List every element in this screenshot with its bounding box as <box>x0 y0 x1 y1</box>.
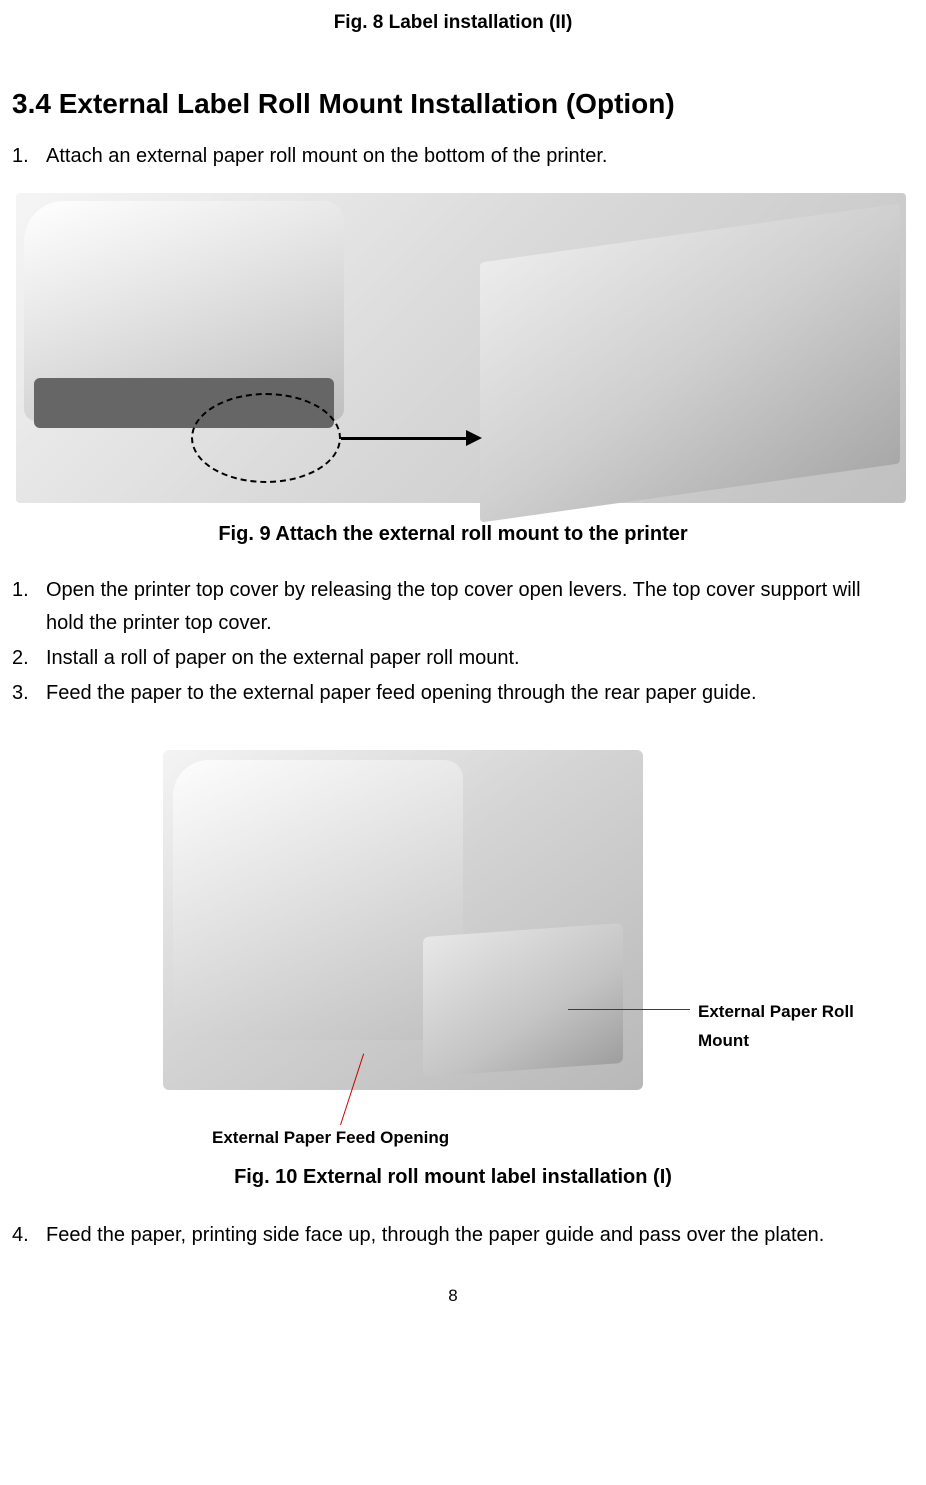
callout-external-paper-feed-opening: External Paper Feed Opening <box>212 1128 449 1148</box>
page-number: 8 <box>8 1286 898 1306</box>
list-item: 1. Open the printer top cover by releasi… <box>12 574 898 640</box>
arrow-line-icon <box>341 437 471 440</box>
list-item: 1. Attach an external paper roll mount o… <box>12 140 898 173</box>
highlight-circle-icon <box>191 393 341 483</box>
callout-line-icon <box>568 1009 690 1010</box>
step-number: 3. <box>12 677 46 710</box>
step-text: Feed the paper to the external paper fee… <box>46 677 898 710</box>
printer-icon <box>173 760 463 1040</box>
step-number: 2. <box>12 642 46 675</box>
list-item: 4. Feed the paper, printing side face up… <box>12 1219 898 1252</box>
step-number: 4. <box>12 1219 46 1252</box>
arrow-head-icon <box>466 430 482 446</box>
step-list-a: 1. Attach an external paper roll mount o… <box>12 140 898 173</box>
step-text: Attach an external paper roll mount on t… <box>46 140 898 173</box>
step-text: Feed the paper, printing side face up, t… <box>46 1219 898 1252</box>
fig9-illustration <box>16 193 906 503</box>
fig9-caption: Fig. 9 Attach the external roll mount to… <box>8 523 898 546</box>
callout-text-line2: Mount <box>698 1031 749 1050</box>
list-item: 2. Install a roll of paper on the extern… <box>12 642 898 675</box>
figure-9: Fig. 9 Attach the external roll mount to… <box>8 193 898 546</box>
mount-icon <box>423 923 623 1077</box>
step-list-c: 4. Feed the paper, printing side face up… <box>12 1219 898 1252</box>
step-text: Open the printer top cover by releasing … <box>46 574 898 640</box>
section-heading: 3.4 External Label Roll Mount Installati… <box>12 88 898 120</box>
step-number: 1. <box>12 574 46 640</box>
step-list-b: 1. Open the printer top cover by releasi… <box>12 574 898 710</box>
callout-text-line1: External Paper Roll <box>698 1002 854 1021</box>
list-item: 3. Feed the paper to the external paper … <box>12 677 898 710</box>
figure-10: External Paper Roll Mount External Paper… <box>8 750 898 1160</box>
step-text: Install a roll of paper on the external … <box>46 642 898 675</box>
callout-external-paper-roll-mount: External Paper Roll Mount <box>698 998 854 1056</box>
fig10-illustration <box>163 750 643 1090</box>
fig8-caption: Fig. 8 Label installation (II) <box>8 12 898 34</box>
fig10-caption: Fig. 10 External roll mount label instal… <box>8 1166 898 1189</box>
mount-plate-icon <box>480 203 900 522</box>
step-number: 1. <box>12 140 46 173</box>
